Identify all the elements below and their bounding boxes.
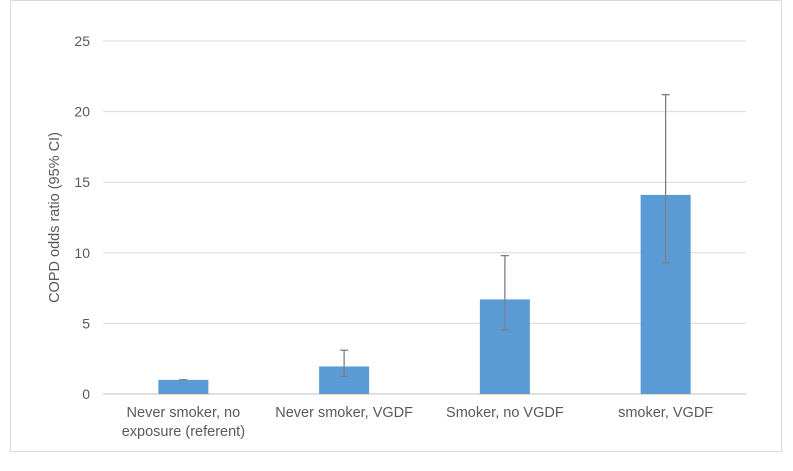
y-tick-label: 25 <box>74 33 90 49</box>
error-bars <box>179 94 670 381</box>
x-category-label-line: Never smoker, no <box>127 405 241 421</box>
x-category-label-line: Never smoker, VGDF <box>275 405 413 421</box>
x-category-labels: Never smoker, no exposure (referent)Never… <box>122 405 714 440</box>
y-tick-label: 20 <box>74 104 90 120</box>
error-bar <box>500 254 509 331</box>
x-category-label-line: exposure (referent) <box>122 424 245 440</box>
bars <box>158 194 691 394</box>
y-tick-labels: 0 5 10 15 20 25 <box>74 33 90 402</box>
bar <box>158 379 209 394</box>
error-bar <box>340 349 349 378</box>
y-tick-label: 10 <box>74 245 90 261</box>
x-category-label-line: Smoker, no VGDF <box>446 405 564 421</box>
y-tick-label: 0 <box>82 386 90 402</box>
x-category-label: Smoker, no VGDF <box>446 405 564 421</box>
x-category-label: Never smoker, no exposure (referent) <box>122 405 245 440</box>
y-tick-label: 15 <box>74 174 90 190</box>
y-axis-label: COPD odds ratio (95% CI) <box>47 132 63 303</box>
x-category-label-line: smoker, VGDF <box>618 405 713 421</box>
x-category-label: Never smoker, VGDF <box>275 405 413 421</box>
x-category-label: smoker, VGDF <box>618 405 713 421</box>
gridlines <box>103 40 746 395</box>
error-bar <box>661 94 670 264</box>
y-tick-label: 5 <box>82 315 90 331</box>
